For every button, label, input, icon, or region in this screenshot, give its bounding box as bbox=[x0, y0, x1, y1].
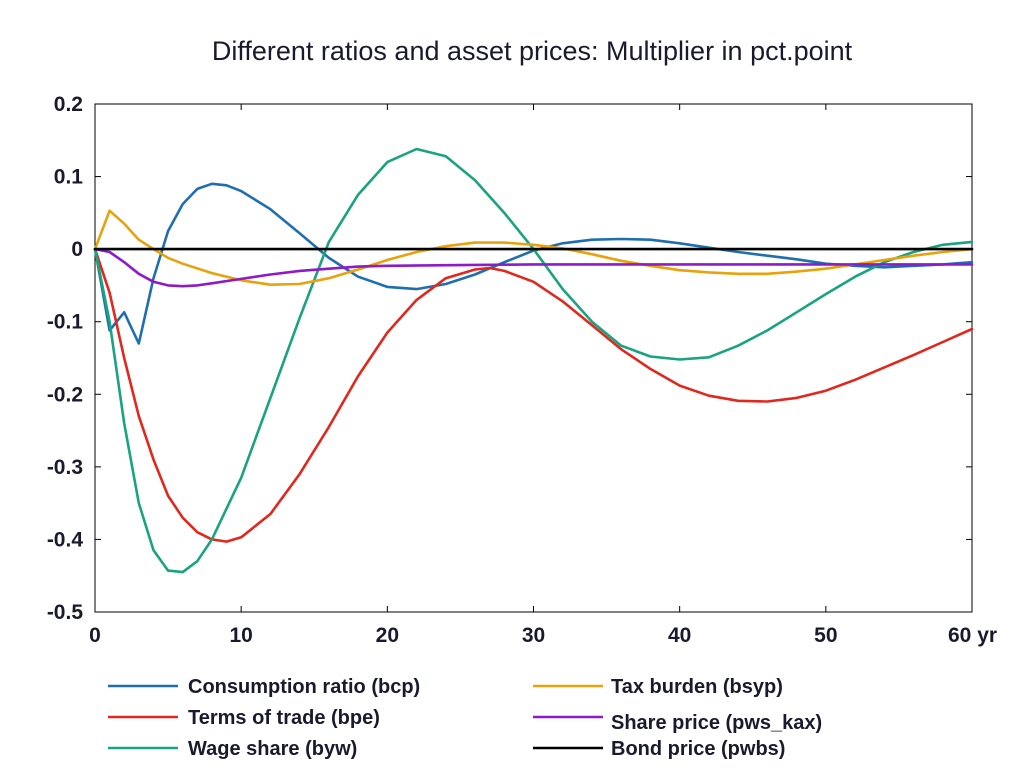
legend-label-bond-price-pwbs: Bond price (pwbs) bbox=[611, 738, 785, 760]
y-tick-label: -0.4 bbox=[47, 528, 84, 551]
series-line-terms-of-trade-bpe bbox=[93, 247, 974, 543]
axis-ticks: -0.5 -0.4 -0.3 -0.2 -0.1 0 0.1 0.2 0 10 20 30 40 50 60… bbox=[47, 93, 997, 647]
x-tick-label: 10 bbox=[229, 624, 252, 647]
y-tick-label: 0 bbox=[71, 238, 83, 261]
legend-label-wage-share-byw: Wage share (byw) bbox=[188, 738, 357, 760]
y-tick-label: 0.2 bbox=[54, 93, 83, 116]
x-tick-label: 50 bbox=[814, 624, 837, 647]
y-tick-label: -0.2 bbox=[47, 383, 83, 406]
legend-label-share-price-pws-kax: Share price (pws_kax) bbox=[611, 712, 822, 734]
series-line-consumption-ratio-bcp bbox=[93, 182, 974, 345]
plot-area bbox=[93, 103, 974, 613]
chart-title: Different ratios and asset prices: Multi… bbox=[212, 36, 853, 66]
legend: Consumption ratio (bcp) Terms of trade (b… bbox=[108, 676, 822, 760]
y-tick-label: -0.5 bbox=[47, 601, 84, 624]
x-tick-label: 60 yr bbox=[948, 624, 997, 647]
y-tick-label: -0.3 bbox=[47, 456, 83, 479]
series-line-wage-share-byw bbox=[93, 147, 974, 574]
y-tick-label: -0.1 bbox=[47, 311, 84, 334]
series-line-share-price-pws-kax bbox=[93, 247, 974, 288]
x-tick-label: 40 bbox=[668, 624, 691, 647]
series-line-tax-burden-bsyp bbox=[93, 209, 974, 286]
plot-frame bbox=[94, 103, 973, 613]
legend-label-terms-of-trade-bpe: Terms of trade (bpe) bbox=[188, 707, 380, 729]
y-tick-label: 0.1 bbox=[54, 166, 84, 189]
legend-label-tax-burden-bsyp: Tax burden (bsyp) bbox=[611, 676, 783, 698]
legend-label-consumption-ratio-bcp: Consumption ratio (bcp) bbox=[188, 676, 420, 698]
x-tick-label: 30 bbox=[522, 624, 545, 647]
x-tick-label: 0 bbox=[89, 624, 101, 647]
x-tick-label: 20 bbox=[376, 624, 399, 647]
